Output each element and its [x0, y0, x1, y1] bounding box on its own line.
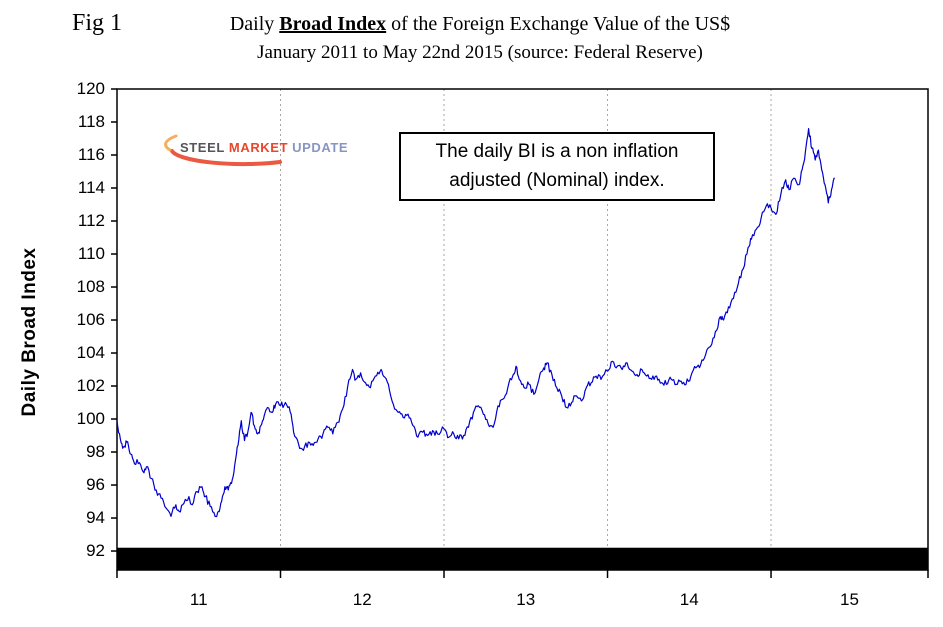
chart-title-prefix: Daily	[229, 13, 275, 35]
y-tick-label: 118	[77, 112, 105, 131]
logo-swoosh-icon	[164, 134, 282, 167]
chart-subtitle: January 2011 to May 22nd 2015 (source: F…	[257, 42, 703, 63]
y-tick-label: 108	[76, 277, 105, 296]
logo-word-steel: STEEL	[180, 140, 225, 155]
y-tick-label: 100	[76, 409, 105, 429]
annotation-line-2: adjusted (Nominal) index.	[449, 169, 665, 191]
y-tick-label: 102	[76, 376, 105, 395]
steel-market-update-logo: STEEL MARKET UPDATE	[162, 126, 362, 170]
x-tick-label: 13	[516, 590, 536, 609]
x-tick-label: 15	[840, 590, 859, 609]
chart-title-emphasis: Broad Index	[279, 13, 387, 35]
y-tick-label: 98	[86, 442, 105, 462]
logo-wordmark: STEEL MARKET UPDATE	[180, 140, 348, 155]
logo-word-update: UPDATE	[292, 140, 349, 155]
x-tick-label: 14	[679, 590, 699, 609]
y-tick-label: 110	[77, 244, 105, 263]
y-tick-label: 114	[77, 178, 105, 197]
chart-title-block: Daily Broad Index of the Foreign Exchange …	[150, 10, 810, 67]
y-tick-label: 106	[76, 310, 105, 329]
x-tick-label: 11	[189, 590, 208, 609]
baseline-band	[117, 547, 928, 570]
annotation-line-1: The daily BI is a non inflation	[435, 141, 679, 162]
y-tick-label: 96	[86, 475, 105, 495]
x-tick-label: 12	[352, 590, 372, 609]
y-tick-label: 120	[76, 79, 105, 98]
y-tick-label: 92	[86, 541, 105, 561]
y-tick-label: 94	[86, 508, 105, 528]
y-tick-label: 112	[77, 211, 105, 230]
plot-border	[116, 88, 929, 571]
logo-word-market: MARKET	[228, 140, 289, 155]
figure-number-label: Fig 1	[72, 10, 123, 36]
broad-index-line	[116, 128, 835, 518]
y-tick-label: 116	[77, 145, 105, 164]
y-tick-label: 104	[76, 343, 105, 362]
annotation-box: The daily BI is a non inflation adjusted…	[399, 132, 715, 201]
chart-title-suffix: of the Foreign Exchange Value of the US$	[391, 13, 731, 35]
chart-title: Daily Broad Index of the Foreign Exchange …	[150, 10, 810, 39]
